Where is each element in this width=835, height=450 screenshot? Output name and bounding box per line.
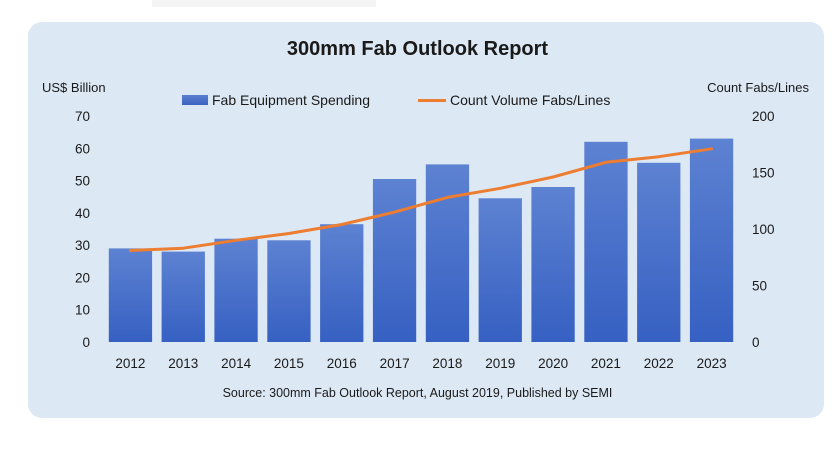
chart-title: 300mm Fab Outlook Report — [286, 38, 549, 60]
bar-2022 — [637, 162, 681, 342]
y-tick-label: 40 — [75, 206, 90, 221]
x-tick-label: 2022 — [644, 356, 674, 371]
right-axis-title: Count Fabs/Lines — [707, 80, 809, 95]
bar-2013 — [161, 251, 205, 342]
bar-2016 — [320, 224, 364, 342]
bar-2014 — [214, 238, 258, 342]
legend-bar-swatch — [182, 95, 208, 105]
source-note: Source: 300mm Fab Outlook Report, August… — [222, 386, 613, 400]
y2-tick-label: 200 — [752, 109, 775, 124]
y-tick-label: 0 — [82, 335, 90, 350]
bar-2021 — [584, 141, 628, 342]
bar-2019 — [478, 198, 522, 342]
y-tick-label: 70 — [75, 109, 90, 124]
y-tick-label: 50 — [75, 174, 90, 189]
y2-tick-label: 150 — [752, 166, 775, 181]
y-tick-label: 60 — [75, 141, 90, 156]
bar-2017 — [372, 179, 417, 342]
x-tick-label: 2016 — [327, 356, 357, 371]
y2-tick-label: 50 — [752, 279, 767, 294]
x-tick-label: 2018 — [432, 356, 462, 371]
legend-item-spending: Fab Equipment Spending — [182, 92, 370, 108]
bar-2012 — [108, 248, 153, 342]
bar-2023 — [689, 138, 734, 342]
y-tick-label: 30 — [75, 238, 90, 253]
x-tick-label: 2023 — [697, 356, 727, 371]
x-tick-label: 2013 — [168, 356, 198, 371]
bar-2015 — [267, 240, 311, 342]
bar-2020 — [531, 187, 575, 342]
left-axis-title: US$ Billion — [42, 80, 106, 95]
x-tick-label: 2020 — [538, 356, 568, 371]
y2-tick-label: 0 — [752, 335, 760, 350]
top-edge-bar — [152, 0, 376, 7]
x-tick-label: 2021 — [591, 356, 621, 371]
x-tick-label: 2017 — [380, 356, 410, 371]
legend-item-count: Count Volume Fabs/Lines — [418, 92, 610, 108]
y-tick-label: 20 — [75, 270, 90, 285]
bar-2018 — [425, 164, 470, 342]
y-tick-label: 10 — [75, 303, 90, 318]
legend-line-swatch — [418, 98, 446, 102]
x-tick-label: 2014 — [221, 356, 252, 371]
legend-label-count: Count Volume Fabs/Lines — [450, 92, 611, 108]
x-tick-label: 2019 — [485, 356, 515, 371]
x-tick-label: 2015 — [274, 356, 304, 371]
legend-label-spending: Fab Equipment Spending — [212, 92, 370, 108]
x-tick-label: 2012 — [115, 356, 145, 371]
count-line — [128, 147, 714, 252]
y2-tick-label: 100 — [752, 222, 775, 237]
